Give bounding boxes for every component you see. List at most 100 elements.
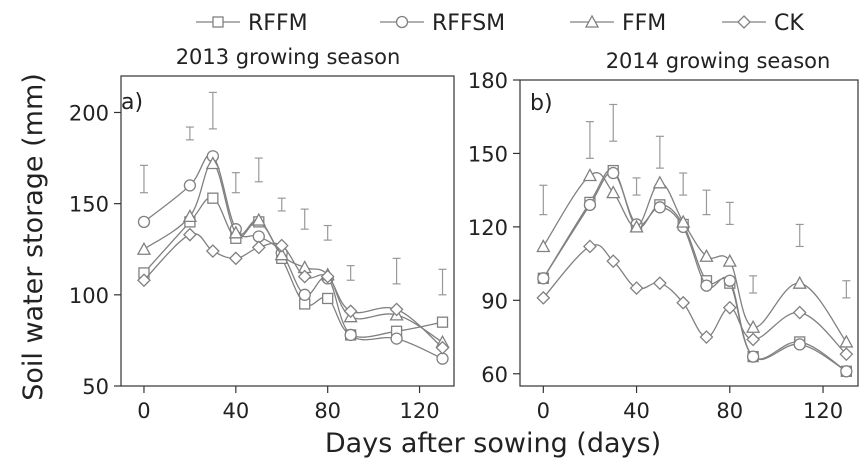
data-point-ck [228,251,243,266]
y-axis-title: Soil water storage (mm) [18,73,49,401]
x-tick-label: 120 [803,399,843,423]
data-point-rffsm [723,274,736,287]
panel-2013: 2013 growing season a) 50 100 150 200 0 40 80 120 [69,45,455,423]
y-tick-label: 90 [481,289,508,313]
y-tick-label: 50 [82,375,109,399]
y-tick-label: 150 [468,142,508,166]
data-point-ffm [182,209,197,223]
error-bar [208,91,217,130]
data-point-rffsm [137,215,151,229]
data-point-ck [320,269,335,284]
error-bar [795,223,804,248]
legend-label-rffsm: RFFSM [432,11,505,36]
y-tick-label: 200 [69,101,109,125]
y-tick-label: 150 [69,193,109,217]
data-point-ck [606,254,621,269]
y-tick-label: 100 [69,284,109,308]
error-bar [725,201,734,226]
x-tick-label: 40 [222,399,249,423]
error-bar [702,189,711,216]
chart-title: 2013 growing season [176,45,401,69]
data-point-ffm [746,319,761,333]
legend-label-ffm: FFM [622,11,666,36]
error-bar [679,172,688,196]
error-bar [300,208,309,230]
data-point-rffsm [344,328,357,342]
data-point-ffm [722,253,737,267]
error-bar [539,184,548,216]
data-point-rffsm [298,288,311,301]
data-point-ck [839,347,854,362]
error-bar [231,172,240,194]
legend-marker-rffsm [395,15,409,29]
data-point-ck [676,295,691,310]
data-point-ffm [606,185,621,199]
data-point-ffm [839,334,854,348]
data-point-ck [629,281,644,295]
data-point-rffsm [840,365,853,378]
data-point-ck [435,340,450,355]
error-bar [139,164,148,194]
y-tick-label: 60 [481,363,508,387]
plot-frame [120,75,455,387]
data-point-rffsm [537,272,550,285]
data-point-rffm [207,192,219,204]
panel-2014: 2014 growing season b) 60 90 120 150 180 0 40 80 1… [468,49,859,423]
data-point-ck [297,269,312,284]
legend: RFFM RFFSM FFM CK [196,11,804,36]
data-point-ffm [676,214,691,228]
data-point-rffsm [390,332,403,345]
data-point-rffsm [436,352,449,365]
error-bar [655,135,664,169]
data-point-ck [251,240,266,255]
x-tick-label: 80 [314,399,341,423]
data-point-ffm [205,156,220,170]
error-bar [749,275,758,294]
data-point-ffm [792,275,807,289]
data-point-ck [792,305,807,320]
data-point-ffm [699,248,714,262]
error-bar [185,126,194,141]
data-point-ck [583,239,597,254]
error-bar [609,103,618,142]
legend-marker-ffm [584,14,600,28]
data-point-rffsm [252,230,265,243]
x-tick-label: 40 [623,399,650,423]
data-point-ck [205,244,220,258]
x-tick-label: 0 [137,399,150,423]
error-bar [346,265,355,281]
data-point-ck [746,332,761,347]
chart-title: 2014 growing season [606,49,831,73]
data-point-ck [652,276,667,291]
data-point-ffm [629,219,644,233]
data-point-ffm [582,168,598,182]
data-point-ck [274,238,289,253]
error-bar [277,197,286,212]
data-point-rffm [322,292,334,305]
data-point-rffsm [746,350,760,363]
data-point-ck [722,300,737,315]
data-point-rffsm [583,198,597,211]
data-point-ck [137,273,151,288]
data-point-ck [343,304,358,319]
y-tick-label: 180 [468,69,508,93]
data-point-ck [389,302,404,317]
data-point-rffsm [793,338,806,351]
data-point-rffsm [700,279,713,292]
panel-label: b) [530,91,553,116]
error-bar [632,177,641,196]
legend-label-rffm: RFFM [248,11,308,36]
data-point-ffm [251,212,266,226]
error-bar [585,121,594,159]
x-tick-label: 120 [400,399,440,423]
data-point-rffsm [183,179,197,192]
y-tick-label: 120 [468,216,508,240]
data-point-ck [699,330,714,344]
data-point-ffm [652,175,667,189]
data-point-rffsm [653,201,667,214]
x-tick-label: 0 [537,399,550,423]
data-point-rffm [436,316,449,328]
data-point-ffm [228,225,243,239]
legend-marker-ck [737,15,751,29]
